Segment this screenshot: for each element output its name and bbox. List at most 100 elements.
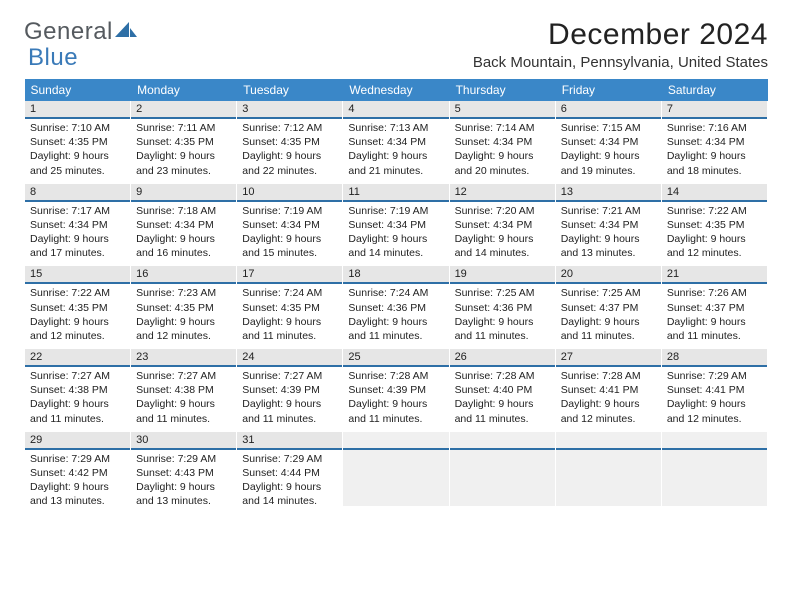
day-details: Sunrise: 7:19 AMSunset: 4:34 PMDaylight:… [343, 202, 448, 267]
day-details: Sunrise: 7:18 AMSunset: 4:34 PMDaylight:… [131, 202, 236, 267]
calendar-cell: 31Sunrise: 7:29 AMSunset: 4:44 PMDayligh… [237, 432, 343, 515]
calendar-cell: 7Sunrise: 7:16 AMSunset: 4:34 PMDaylight… [661, 101, 767, 184]
day-number: 22 [25, 349, 130, 367]
empty-day-bar [556, 432, 661, 450]
calendar-cell: 2Sunrise: 7:11 AMSunset: 4:35 PMDaylight… [131, 101, 237, 184]
weekday-header: Friday [555, 79, 661, 101]
logo-text-blue-wrap: Blue [28, 44, 78, 72]
daylight-line: Daylight: 9 hours and 22 minutes. [242, 149, 337, 177]
daylight-line: Daylight: 9 hours and 23 minutes. [136, 149, 231, 177]
daylight-line: Daylight: 9 hours and 11 minutes. [242, 315, 337, 343]
sunrise-line: Sunrise: 7:29 AM [136, 452, 231, 466]
calendar-cell: 6Sunrise: 7:15 AMSunset: 4:34 PMDaylight… [555, 101, 661, 184]
day-details: Sunrise: 7:21 AMSunset: 4:34 PMDaylight:… [556, 202, 661, 267]
calendar-cell: 15Sunrise: 7:22 AMSunset: 4:35 PMDayligh… [25, 266, 131, 349]
calendar-cell: 30Sunrise: 7:29 AMSunset: 4:43 PMDayligh… [131, 432, 237, 515]
empty-day-body [662, 450, 767, 506]
sunrise-line: Sunrise: 7:13 AM [348, 121, 443, 135]
day-number: 7 [662, 101, 767, 119]
weekday-header: Saturday [661, 79, 767, 101]
sunrise-line: Sunrise: 7:19 AM [348, 204, 443, 218]
weekday-header: Wednesday [343, 79, 449, 101]
daylight-line: Daylight: 9 hours and 14 minutes. [455, 232, 550, 260]
daylight-line: Daylight: 9 hours and 12 minutes. [30, 315, 125, 343]
daylight-line: Daylight: 9 hours and 12 minutes. [561, 397, 656, 425]
sunset-line: Sunset: 4:41 PM [667, 383, 762, 397]
sunrise-line: Sunrise: 7:27 AM [136, 369, 231, 383]
calendar-week-row: 29Sunrise: 7:29 AMSunset: 4:42 PMDayligh… [25, 432, 768, 515]
day-details: Sunrise: 7:20 AMSunset: 4:34 PMDaylight:… [450, 202, 555, 267]
daylight-line: Daylight: 9 hours and 11 minutes. [348, 397, 443, 425]
sunset-line: Sunset: 4:39 PM [348, 383, 443, 397]
daylight-line: Daylight: 9 hours and 18 minutes. [667, 149, 762, 177]
sunset-line: Sunset: 4:42 PM [30, 466, 125, 480]
sunrise-line: Sunrise: 7:28 AM [348, 369, 443, 383]
sunrise-line: Sunrise: 7:24 AM [242, 286, 337, 300]
day-number: 31 [237, 432, 342, 450]
daylight-line: Daylight: 9 hours and 11 minutes. [667, 315, 762, 343]
weekday-header: Tuesday [237, 79, 343, 101]
logo-text-general: General [24, 18, 113, 46]
day-details: Sunrise: 7:16 AMSunset: 4:34 PMDaylight:… [662, 119, 767, 184]
daylight-line: Daylight: 9 hours and 19 minutes. [561, 149, 656, 177]
header: General December 2024 Back Mountain, Pen… [24, 18, 768, 71]
sunrise-line: Sunrise: 7:29 AM [667, 369, 762, 383]
day-details: Sunrise: 7:15 AMSunset: 4:34 PMDaylight:… [556, 119, 661, 184]
daylight-line: Daylight: 9 hours and 13 minutes. [561, 232, 656, 260]
calendar-cell: 1Sunrise: 7:10 AMSunset: 4:35 PMDaylight… [25, 101, 131, 184]
sunset-line: Sunset: 4:35 PM [30, 135, 125, 149]
sunrise-line: Sunrise: 7:27 AM [30, 369, 125, 383]
empty-day-bar [450, 432, 555, 450]
daylight-line: Daylight: 9 hours and 11 minutes. [136, 397, 231, 425]
sunrise-line: Sunrise: 7:21 AM [561, 204, 656, 218]
day-details: Sunrise: 7:28 AMSunset: 4:41 PMDaylight:… [556, 367, 661, 432]
calendar-cell [555, 432, 661, 515]
sunset-line: Sunset: 4:36 PM [455, 301, 550, 315]
sunset-line: Sunset: 4:34 PM [348, 135, 443, 149]
day-details: Sunrise: 7:29 AMSunset: 4:44 PMDaylight:… [237, 450, 342, 515]
day-number: 8 [25, 184, 130, 202]
calendar-cell: 25Sunrise: 7:28 AMSunset: 4:39 PMDayligh… [343, 349, 449, 432]
daylight-line: Daylight: 9 hours and 16 minutes. [136, 232, 231, 260]
sunrise-line: Sunrise: 7:11 AM [136, 121, 231, 135]
day-number: 6 [556, 101, 661, 119]
day-number: 17 [237, 266, 342, 284]
calendar-cell: 22Sunrise: 7:27 AMSunset: 4:38 PMDayligh… [25, 349, 131, 432]
calendar-page: General December 2024 Back Mountain, Pen… [0, 0, 792, 532]
weekday-header: Monday [131, 79, 237, 101]
weekday-header: Thursday [449, 79, 555, 101]
day-details: Sunrise: 7:27 AMSunset: 4:38 PMDaylight:… [25, 367, 130, 432]
sunset-line: Sunset: 4:40 PM [455, 383, 550, 397]
daylight-line: Daylight: 9 hours and 13 minutes. [136, 480, 231, 508]
location-text: Back Mountain, Pennsylvania, United Stat… [473, 54, 768, 71]
sunrise-line: Sunrise: 7:29 AM [30, 452, 125, 466]
calendar-cell: 17Sunrise: 7:24 AMSunset: 4:35 PMDayligh… [237, 266, 343, 349]
sunrise-line: Sunrise: 7:22 AM [667, 204, 762, 218]
calendar-cell: 19Sunrise: 7:25 AMSunset: 4:36 PMDayligh… [449, 266, 555, 349]
calendar-cell: 28Sunrise: 7:29 AMSunset: 4:41 PMDayligh… [661, 349, 767, 432]
sunset-line: Sunset: 4:38 PM [136, 383, 231, 397]
sunrise-line: Sunrise: 7:24 AM [348, 286, 443, 300]
calendar-cell: 21Sunrise: 7:26 AMSunset: 4:37 PMDayligh… [661, 266, 767, 349]
sunset-line: Sunset: 4:34 PM [667, 135, 762, 149]
day-number: 11 [343, 184, 448, 202]
day-number: 24 [237, 349, 342, 367]
day-details: Sunrise: 7:22 AMSunset: 4:35 PMDaylight:… [25, 284, 130, 349]
day-number: 10 [237, 184, 342, 202]
day-number: 28 [662, 349, 767, 367]
day-number: 27 [556, 349, 661, 367]
day-number: 29 [25, 432, 130, 450]
sunset-line: Sunset: 4:44 PM [242, 466, 337, 480]
day-details: Sunrise: 7:28 AMSunset: 4:40 PMDaylight:… [450, 367, 555, 432]
daylight-line: Daylight: 9 hours and 11 minutes. [242, 397, 337, 425]
day-number: 18 [343, 266, 448, 284]
empty-day-bar [343, 432, 448, 450]
calendar-cell [449, 432, 555, 515]
logo-sail-icon [115, 20, 137, 43]
calendar-cell [661, 432, 767, 515]
day-details: Sunrise: 7:10 AMSunset: 4:35 PMDaylight:… [25, 119, 130, 184]
day-details: Sunrise: 7:28 AMSunset: 4:39 PMDaylight:… [343, 367, 448, 432]
daylight-line: Daylight: 9 hours and 12 minutes. [667, 232, 762, 260]
sunset-line: Sunset: 4:34 PM [136, 218, 231, 232]
logo-text-blue: Blue [28, 44, 78, 71]
